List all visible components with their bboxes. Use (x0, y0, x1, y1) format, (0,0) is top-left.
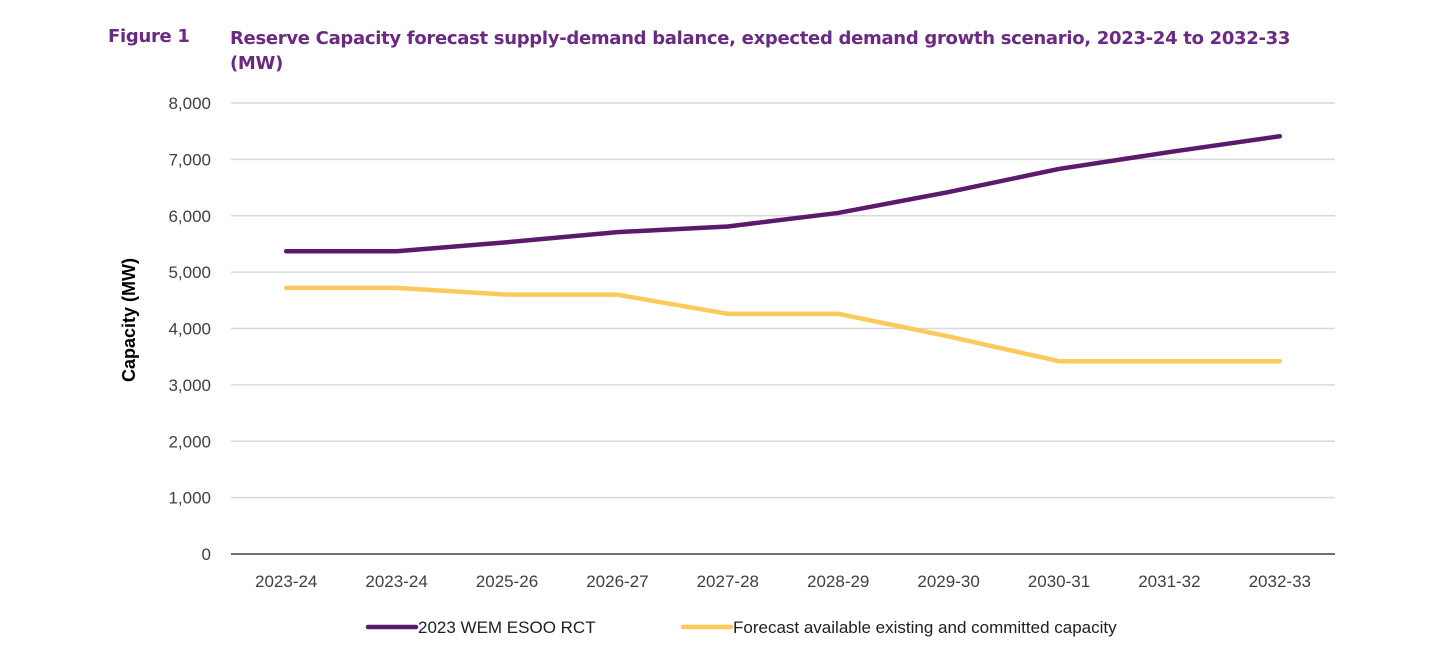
figure-title: Reserve Capacity forecast supply-demand … (230, 28, 1291, 74)
figure-label: Figure 1 (108, 26, 190, 47)
x-tick-label: 2032-33 (1249, 572, 1311, 591)
x-tick-label: 2023-24 (255, 572, 317, 591)
x-axis-ticks: 2023-24 2023-24 2025-26 2026-27 2027-28 2028-… (255, 572, 1311, 591)
x-tick-label: 2030-31 (1028, 572, 1090, 591)
y-tick-label: 2,000 (168, 432, 211, 451)
y-tick-label: 8,000 (168, 94, 211, 113)
y-tick-label: 0 (202, 545, 211, 564)
x-tick-label: 2025-26 (476, 572, 538, 591)
legend-item-0: 2023 WEM ESOO RCT (365, 618, 596, 637)
legend-label: Forecast available existing and committe… (733, 618, 1117, 637)
x-tick-label: 2026-27 (586, 572, 648, 591)
y-tick-label: 3,000 (168, 376, 211, 395)
gridlines (231, 102, 1335, 499)
legend: 2023 WEM ESOO RCT Forecast available exis… (365, 618, 1117, 637)
y-tick-label: 6,000 (168, 207, 211, 226)
y-axis-label: Capacity (MW) (119, 258, 139, 382)
y-axis-ticks: 0 1,000 2,000 3,000 4,000 5,000 6,000 7,000 8,00… (168, 94, 211, 564)
y-tick-label: 7,000 (168, 150, 211, 169)
legend-label: 2023 WEM ESOO RCT (418, 618, 596, 637)
x-tick-label: 2023-24 (365, 572, 427, 591)
series-line-1 (283, 285, 1283, 364)
y-tick-label: 1,000 (168, 489, 211, 508)
series-line-0 (283, 134, 1283, 254)
series-lines (283, 134, 1283, 364)
y-tick-label: 4,000 (168, 320, 211, 339)
legend-item-1: Forecast available existing and committe… (680, 618, 1117, 637)
x-tick-label: 2031-32 (1138, 572, 1200, 591)
x-tick-label: 2028-29 (807, 572, 869, 591)
x-tick-label: 2029-30 (917, 572, 979, 591)
y-tick-label: 5,000 (168, 263, 211, 282)
x-tick-label: 2027-28 (697, 572, 759, 591)
